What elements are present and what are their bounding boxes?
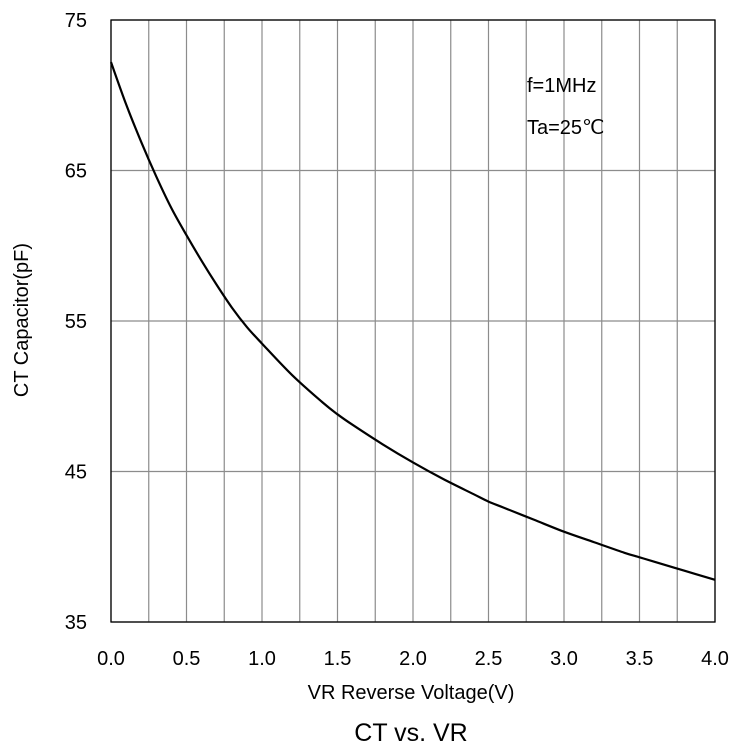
x-tick-label: 2.0 xyxy=(399,648,427,670)
x-tick-label: 2.5 xyxy=(475,648,503,670)
y-tick-label: 35 xyxy=(65,612,87,634)
annotation-frequency: f=1MHz xyxy=(527,75,596,97)
x-tick-label: 0.5 xyxy=(173,648,201,670)
x-tick-label: 4.0 xyxy=(701,648,729,670)
y-tick-label: 45 xyxy=(65,462,87,484)
x-tick-label: 3.0 xyxy=(550,648,578,670)
y-tick-label: 65 xyxy=(65,161,87,183)
x-tick-label: 3.5 xyxy=(626,648,654,670)
x-tick-label: 0.0 xyxy=(97,648,125,670)
y-tick-label: 75 xyxy=(65,10,87,32)
x-axis-label: VR Reverse Voltage(V) xyxy=(308,682,515,704)
series-line xyxy=(109,61,716,581)
annotation-temperature: Ta=25℃ xyxy=(527,117,605,139)
y-axis-label: CT Capacitor(pF) xyxy=(11,243,33,397)
x-tick-label: 1.0 xyxy=(248,648,276,670)
x-tick-label: 1.5 xyxy=(324,648,352,670)
x-tick-labels: 0.0 0.5 1.0 1.5 2.0 2.5 3.0 3.5 4.0 xyxy=(97,648,729,670)
y-tick-labels: 35 45 55 65 75 xyxy=(65,10,87,634)
grid-lines xyxy=(110,19,716,623)
chart-title: CT vs. VR xyxy=(354,719,467,747)
y-tick-label: 55 xyxy=(65,311,87,333)
plot-frame xyxy=(110,19,716,623)
